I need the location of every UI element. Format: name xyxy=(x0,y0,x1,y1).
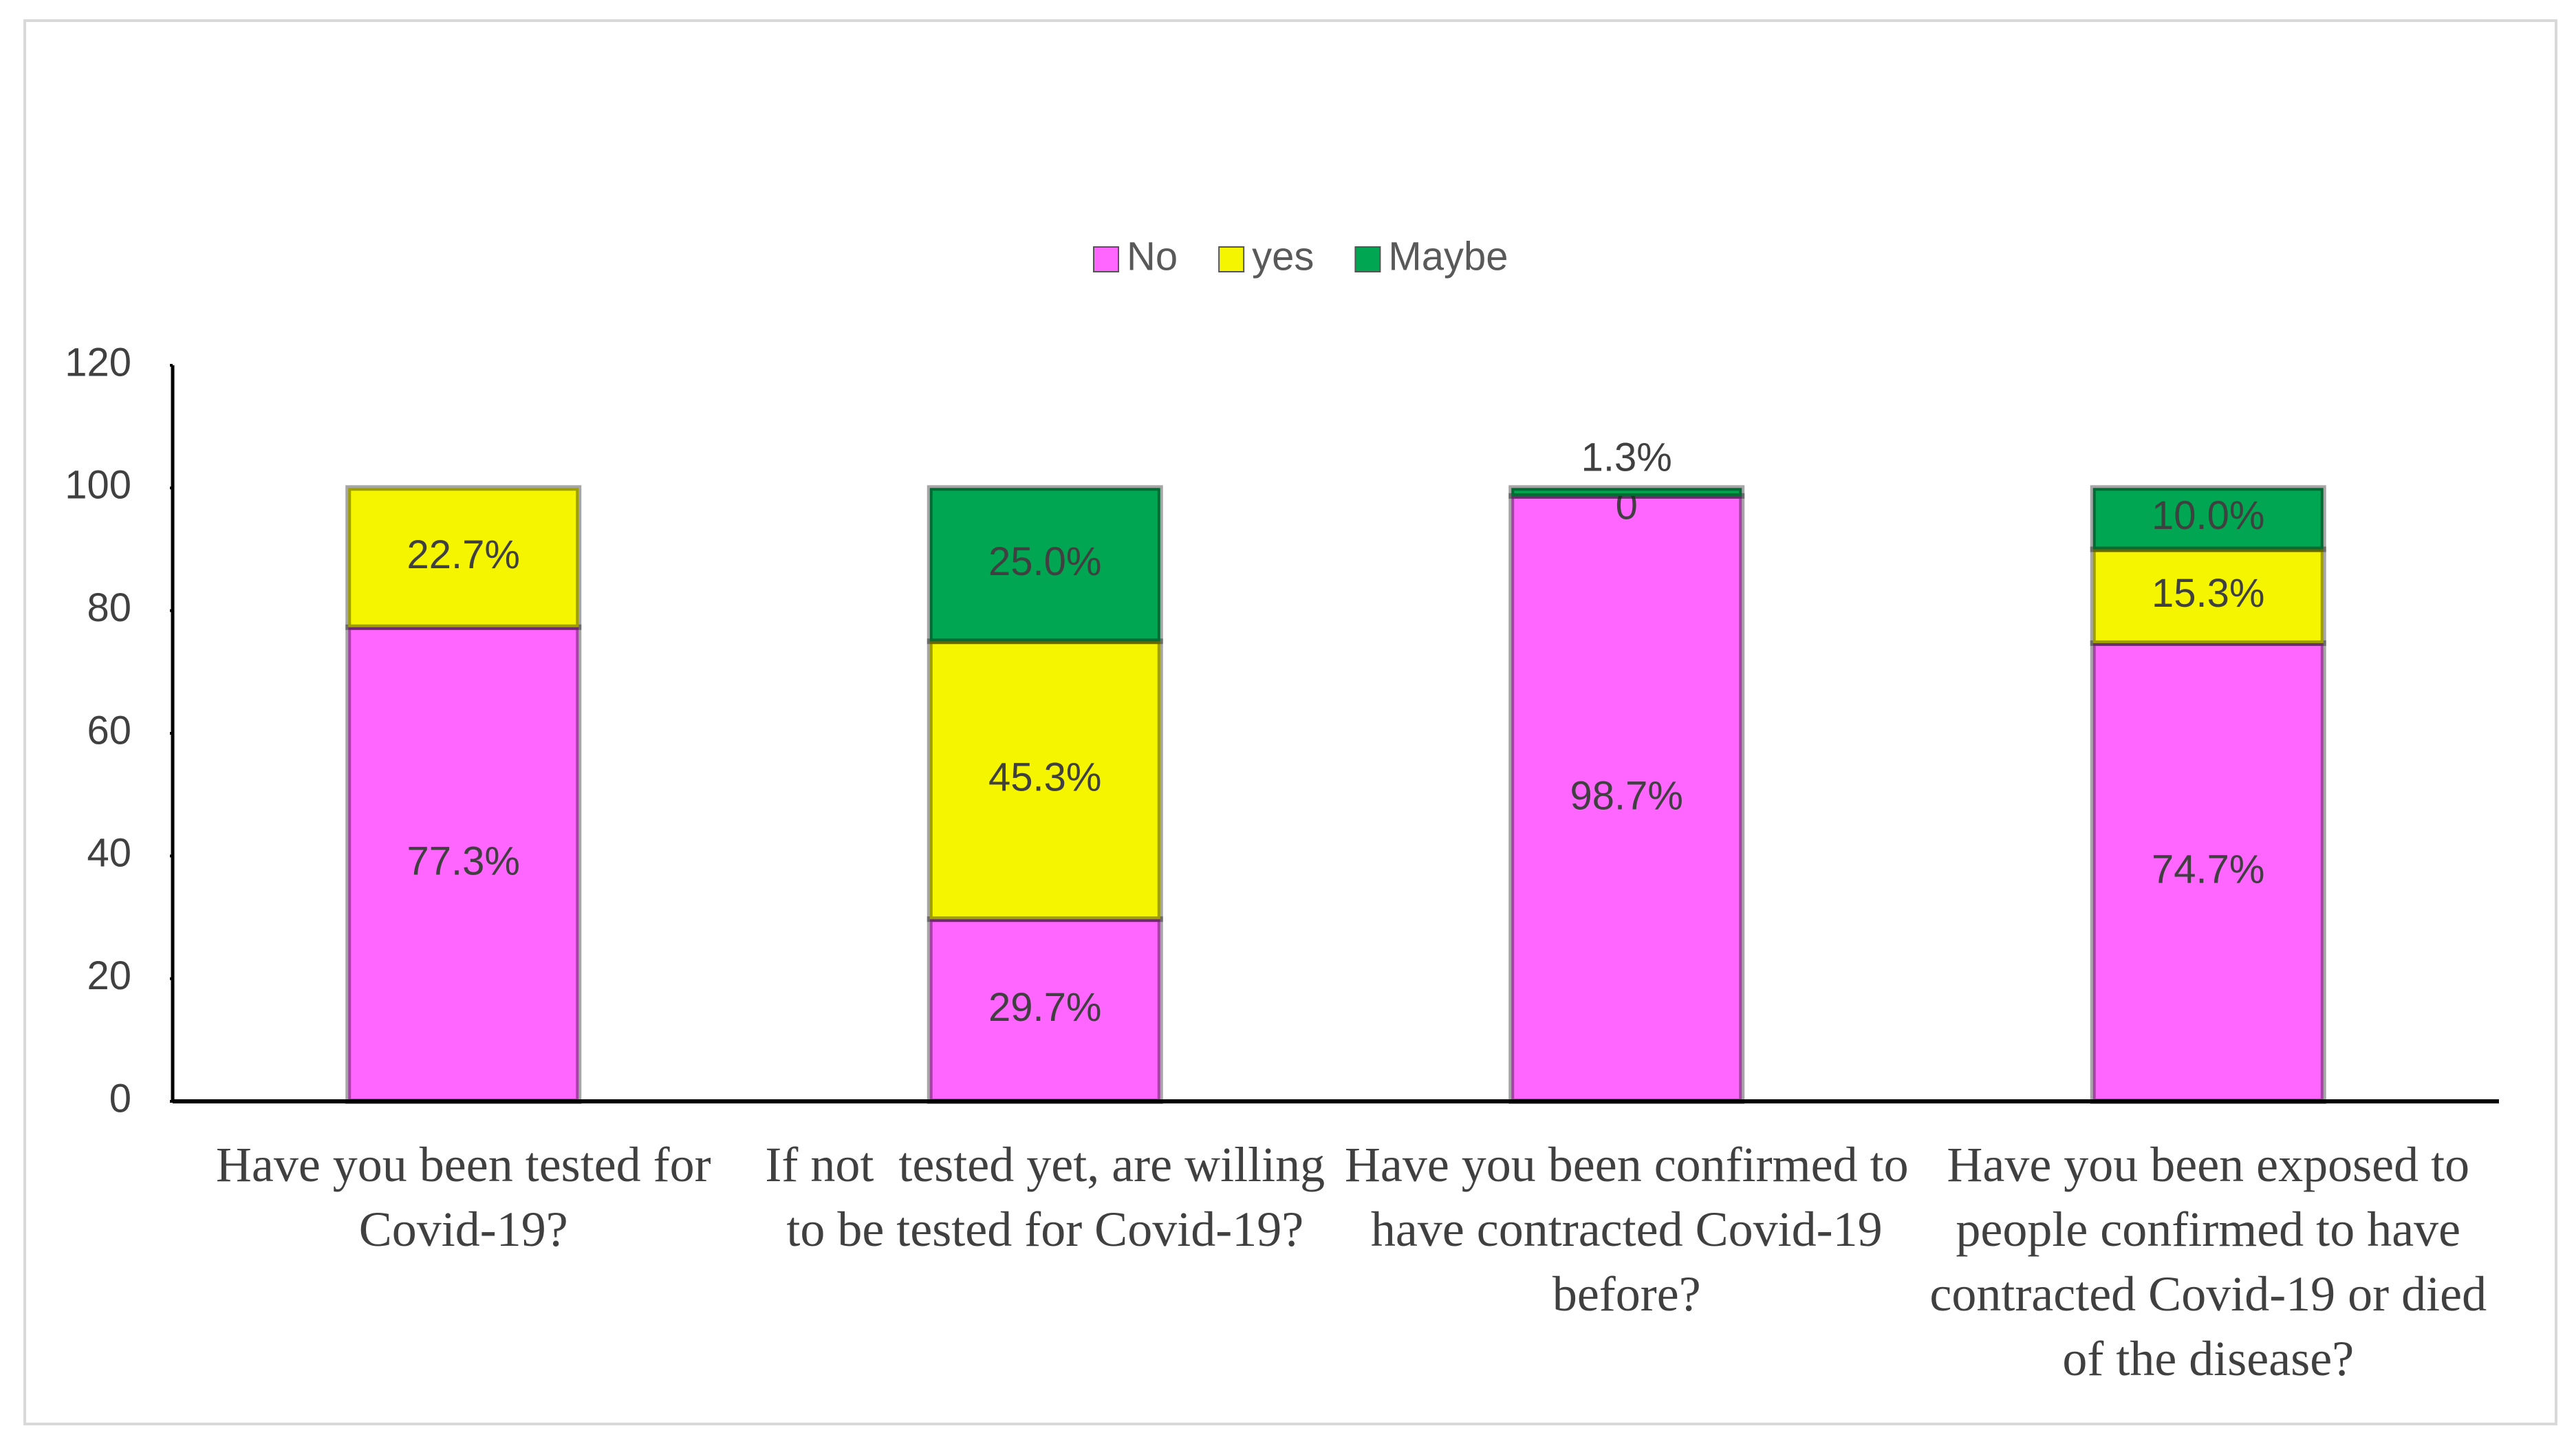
bar-segment xyxy=(927,485,1163,645)
y-tick-label: 40 xyxy=(87,831,131,876)
legend-label: No xyxy=(1127,234,1178,279)
legend-label: Maybe xyxy=(1388,234,1508,279)
legend-swatch xyxy=(1354,246,1381,272)
bar-segment xyxy=(345,485,582,630)
bar-segment xyxy=(927,638,1163,922)
value-label: 77.3% xyxy=(407,839,520,884)
x-tick-label: Have you been confirmed to have contract… xyxy=(1344,1137,1921,1321)
bar-segment xyxy=(2090,640,2326,1104)
value-label: 98.7% xyxy=(1570,773,1683,818)
value-label: 25.0% xyxy=(988,539,1101,584)
x-tick-label: Have you been exposed to people confirme… xyxy=(1929,1137,2500,1386)
value-label: 74.7% xyxy=(2152,847,2264,892)
y-tick-label: 20 xyxy=(87,953,131,998)
y-tick-label: 0 xyxy=(109,1076,131,1121)
value-label: 29.7% xyxy=(988,985,1101,1030)
legend-label: yes xyxy=(1252,234,1314,279)
y-tick-label: 120 xyxy=(65,340,131,385)
bar-segment xyxy=(345,624,582,1104)
y-tick-label: 60 xyxy=(87,708,131,753)
value-label: 10.0% xyxy=(2152,493,2264,538)
bar-segment xyxy=(2090,485,2326,552)
bar-segment xyxy=(927,916,1163,1105)
value-label: 45.3% xyxy=(988,755,1101,800)
value-label: 22.7% xyxy=(407,532,520,577)
y-tick-label: 100 xyxy=(65,463,131,508)
value-label: 1.3% xyxy=(1581,435,1672,480)
value-label: 15.3% xyxy=(2152,571,2264,616)
legend-swatch xyxy=(1218,246,1245,272)
x-tick-label: Have you been tested for Covid-19? xyxy=(215,1137,724,1257)
bar-segment xyxy=(1508,485,1745,499)
x-tick-label: If not tested yet, are willing to be tes… xyxy=(765,1137,1338,1257)
y-tick-label: 80 xyxy=(87,585,131,630)
legend-swatch xyxy=(1093,246,1119,272)
